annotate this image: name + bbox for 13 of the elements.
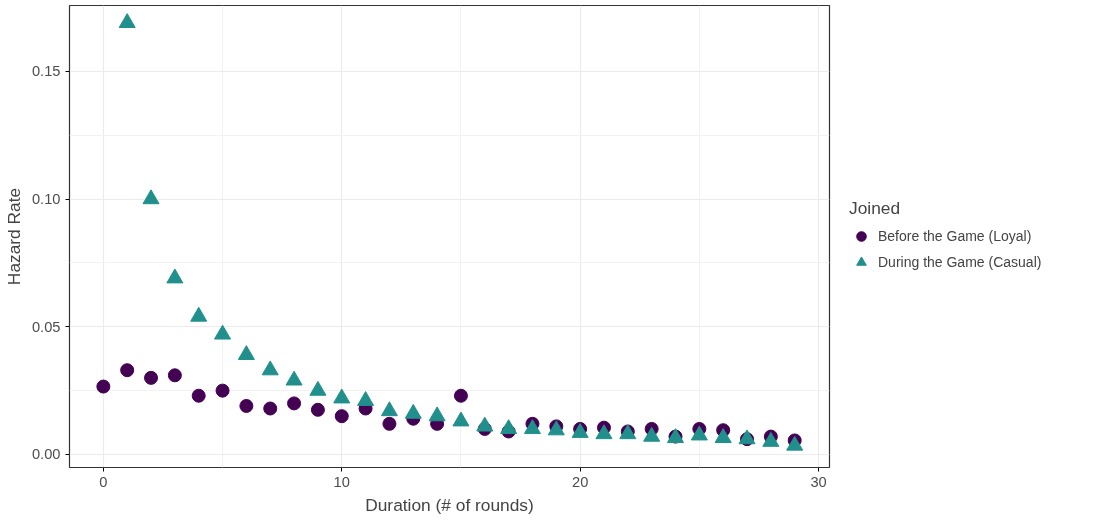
y-tick-label: 0.15 [31, 63, 61, 80]
x-tick-label: 10 [333, 473, 350, 490]
x-tick-label: 30 [810, 473, 827, 490]
x-tick-label: 0 [99, 473, 108, 490]
legend-label: During the Game (Casual) [878, 254, 1042, 270]
x-tick-label: 20 [571, 473, 589, 490]
y-tick-label: 0.00 [31, 446, 61, 463]
legend-title: Joined [849, 198, 902, 219]
y-axis-title: Hazard Rate [3, 187, 24, 286]
legend-label: Before the Game (Loyal) [878, 228, 1032, 244]
y-tick-label: 0.10 [31, 191, 61, 208]
y-tick-label: 0.05 [31, 318, 61, 335]
x-axis-title: Duration (# of rounds) [365, 494, 534, 515]
